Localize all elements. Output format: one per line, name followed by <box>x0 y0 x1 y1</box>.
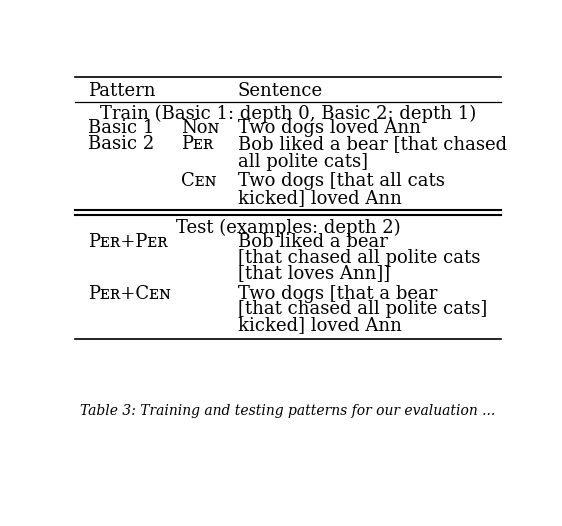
Text: Basic 2: Basic 2 <box>88 135 154 153</box>
Text: [that chased all polite cats]: [that chased all polite cats] <box>238 300 487 318</box>
Text: Pattern: Pattern <box>88 83 155 100</box>
Text: Pᴇʀ+Cᴇɴ: Pᴇʀ+Cᴇɴ <box>88 285 170 303</box>
Text: Basic 1: Basic 1 <box>88 119 154 137</box>
Text: Two dogs loved Ann: Two dogs loved Ann <box>238 119 421 137</box>
Text: all polite cats]: all polite cats] <box>238 154 368 171</box>
Text: Cᴇɴ: Cᴇɴ <box>182 171 217 189</box>
Text: Bob liked a bear: Bob liked a bear <box>238 233 388 251</box>
Text: Two dogs [that a bear: Two dogs [that a bear <box>238 285 437 303</box>
Text: [that loves Ann]]: [that loves Ann]] <box>238 264 390 282</box>
Text: Pᴇʀ: Pᴇʀ <box>182 135 214 153</box>
Text: kicked] loved Ann: kicked] loved Ann <box>238 189 402 207</box>
Text: Train (Basic 1: depth 0, Basic 2: depth 1): Train (Basic 1: depth 0, Basic 2: depth … <box>100 105 476 123</box>
Text: Test (examples: depth 2): Test (examples: depth 2) <box>176 218 400 237</box>
Text: [that chased all polite cats: [that chased all polite cats <box>238 248 481 267</box>
Text: Two dogs [that all cats: Two dogs [that all cats <box>238 171 445 189</box>
Text: Nᴏɴ: Nᴏɴ <box>182 119 220 137</box>
Text: Pᴇʀ+Pᴇʀ: Pᴇʀ+Pᴇʀ <box>88 233 167 251</box>
Text: Table 3: Training and testing patterns for our evaluation ...: Table 3: Training and testing patterns f… <box>80 404 496 419</box>
Text: kicked] loved Ann: kicked] loved Ann <box>238 316 402 334</box>
Text: Sentence: Sentence <box>238 83 323 100</box>
Text: Bob liked a bear [that chased: Bob liked a bear [that chased <box>238 135 507 153</box>
